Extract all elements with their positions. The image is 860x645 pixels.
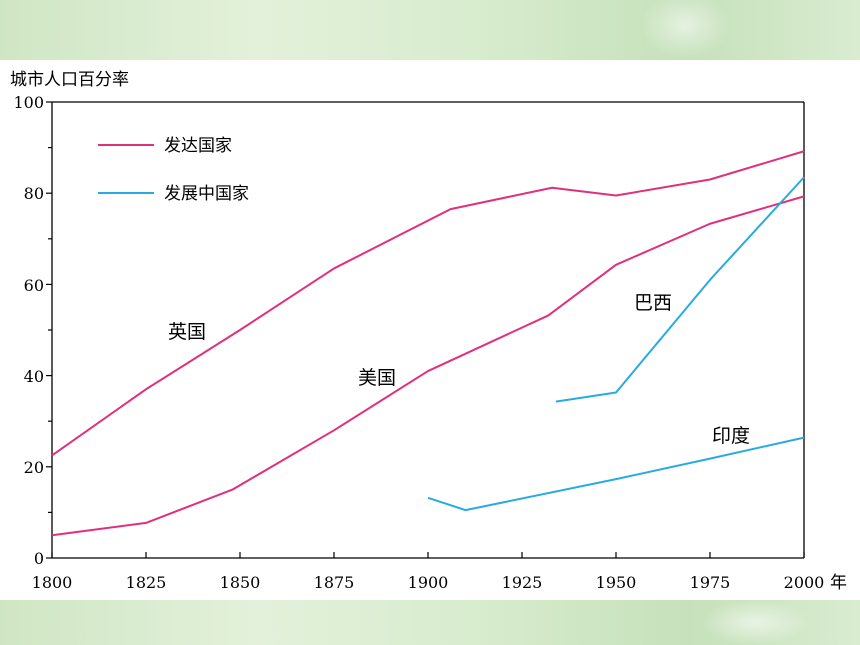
y-tick-label: 20 bbox=[24, 458, 44, 477]
series-line-英国 bbox=[51, 150, 805, 457]
x-tick-label: 1975 bbox=[690, 573, 731, 592]
leaf-highlight bbox=[640, 0, 730, 60]
x-axis-unit-label: 年 bbox=[830, 573, 847, 593]
annotation-brazil: 巴西 bbox=[634, 292, 672, 314]
x-tick-label: 2000 bbox=[784, 573, 825, 592]
x-tick-label: 1850 bbox=[220, 573, 261, 592]
series-line-美国 bbox=[51, 195, 805, 537]
annotation-usa: 美国 bbox=[358, 367, 396, 389]
x-tick-label: 1950 bbox=[596, 573, 637, 592]
y-tick-label: 60 bbox=[24, 276, 44, 295]
leaf-highlight bbox=[700, 600, 810, 645]
x-tick-label: 1900 bbox=[408, 573, 449, 592]
y-axis-title: 城市人口百分率 bbox=[10, 70, 129, 90]
top-decorative-band bbox=[0, 0, 860, 60]
legend: 发达国家 发展中国家 bbox=[98, 136, 249, 204]
y-tick-label: 80 bbox=[24, 184, 44, 203]
legend-label-developed: 发达国家 bbox=[164, 136, 232, 156]
x-tick-label: 1875 bbox=[314, 573, 355, 592]
x-tick-label: 1925 bbox=[502, 573, 543, 592]
series-line-巴西 bbox=[555, 176, 805, 403]
y-tick-label: 0 bbox=[34, 549, 44, 568]
bottom-decorative-band bbox=[0, 600, 860, 645]
x-tick-label: 1800 bbox=[32, 573, 73, 592]
annotation-india: 印度 bbox=[712, 425, 750, 447]
x-tick-label: 1825 bbox=[126, 573, 167, 592]
y-tick-label: 100 bbox=[13, 93, 44, 112]
x-tick-group: 1800 1825 1850 1875 1900 1925 1950 1975 … bbox=[32, 573, 847, 593]
annotation-uk: 英国 bbox=[168, 321, 206, 343]
tick-marks bbox=[46, 101, 805, 559]
y-tick-label: 40 bbox=[24, 367, 44, 386]
legend-label-developing: 发展中国家 bbox=[164, 184, 249, 204]
y-tick-group: 0 20 40 60 80 100 bbox=[13, 93, 44, 568]
series-layer bbox=[51, 150, 805, 537]
series-line-印度 bbox=[427, 436, 805, 512]
